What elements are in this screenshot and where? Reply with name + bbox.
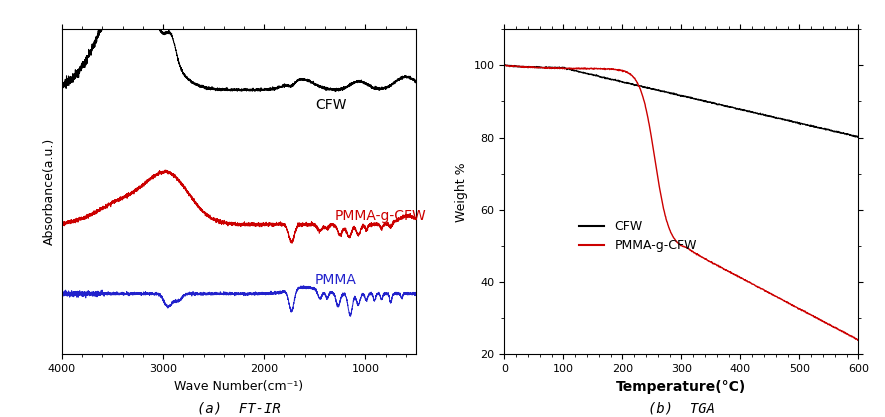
- Text: CFW: CFW: [315, 98, 346, 113]
- Y-axis label: Absorbance(a.u.): Absorbance(a.u.): [43, 138, 57, 246]
- X-axis label: Wave Number(cm⁻¹): Wave Number(cm⁻¹): [174, 380, 304, 393]
- X-axis label: Temperature(°C): Temperature(°C): [616, 380, 747, 394]
- Text: (b)  TGA: (b) TGA: [648, 402, 715, 416]
- Y-axis label: Weight %: Weight %: [455, 162, 468, 221]
- Text: PMMA: PMMA: [315, 273, 357, 287]
- Legend: CFW, PMMA-g-CFW: CFW, PMMA-g-CFW: [574, 215, 702, 257]
- Text: (a)  FT-IR: (a) FT-IR: [197, 402, 281, 416]
- Text: PMMA-g-CFW: PMMA-g-CFW: [335, 209, 427, 223]
